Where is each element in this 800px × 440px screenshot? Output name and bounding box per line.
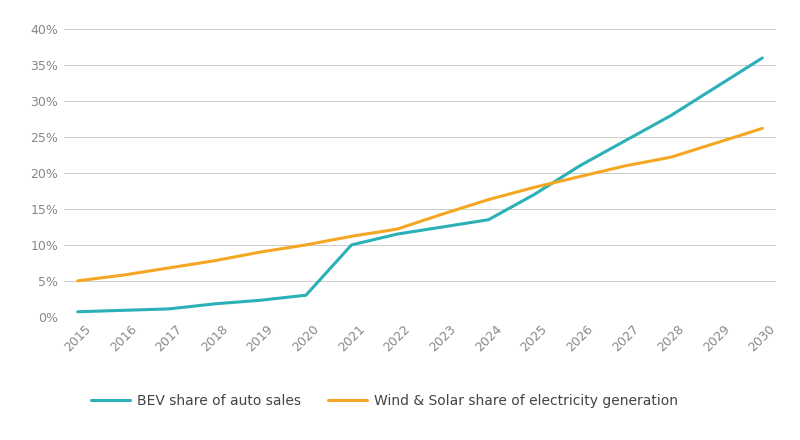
Wind & Solar share of electricity generation [621,163,630,169]
BEV share of auto sales [621,138,630,143]
Wind & Solar share of electricity generation [301,242,310,248]
BEV share of auto sales [118,308,128,313]
Wind & Solar share of electricity generation [346,234,356,239]
Wind & Solar share of electricity generation [255,249,265,255]
Wind & Solar share of electricity generation [575,174,585,179]
BEV share of auto sales [575,163,585,169]
Wind & Solar share of electricity generation [438,211,448,216]
BEV share of auto sales [73,309,82,315]
BEV share of auto sales [210,301,219,307]
Wind & Solar share of electricity generation [73,278,82,283]
BEV share of auto sales [255,297,265,303]
Wind & Solar share of electricity generation [392,227,402,232]
BEV share of auto sales [530,192,539,197]
BEV share of auto sales [346,242,356,248]
Wind & Solar share of electricity generation [666,154,676,160]
Wind & Solar share of electricity generation [712,140,722,146]
Wind & Solar share of electricity generation [118,272,128,278]
Line: BEV share of auto sales: BEV share of auto sales [78,58,762,312]
Legend: BEV share of auto sales, Wind & Solar share of electricity generation: BEV share of auto sales, Wind & Solar sh… [85,389,684,414]
BEV share of auto sales [484,217,494,222]
BEV share of auto sales [758,55,767,61]
BEV share of auto sales [164,306,174,312]
BEV share of auto sales [392,231,402,237]
Line: Wind & Solar share of electricity generation: Wind & Solar share of electricity genera… [78,128,762,281]
Wind & Solar share of electricity generation [164,265,174,271]
BEV share of auto sales [712,84,722,89]
Wind & Solar share of electricity generation [758,126,767,131]
Wind & Solar share of electricity generation [484,197,494,202]
Wind & Solar share of electricity generation [210,258,219,264]
BEV share of auto sales [438,224,448,230]
Wind & Solar share of electricity generation [530,185,539,190]
BEV share of auto sales [301,293,310,298]
BEV share of auto sales [666,113,676,118]
